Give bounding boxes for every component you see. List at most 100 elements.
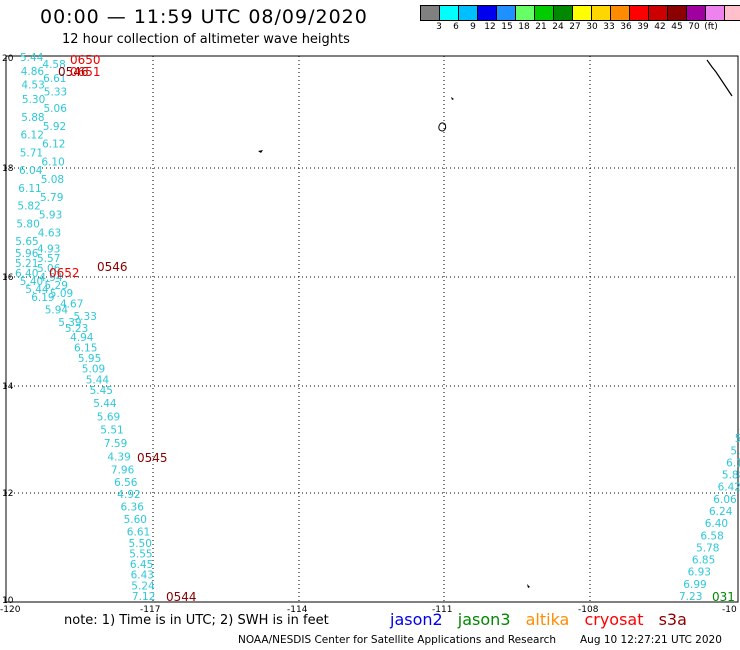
swh-value: 5.44 [86, 374, 110, 386]
swh-value: 5.24 [131, 580, 155, 592]
swh-value: 6.61 [127, 527, 150, 539]
swh-value: 5.96 [15, 248, 39, 260]
map-title: 00:00 — 11:59 UTC 08/09/2020 [40, 6, 368, 28]
swh-value: 6.61 [43, 73, 66, 85]
legend-tick-label: 18 [518, 22, 530, 32]
lon-label-10: -10 [722, 605, 737, 615]
swh-value: 6.45 [130, 559, 153, 571]
legend-tick-label: 36 [620, 22, 632, 32]
swh-east-track: 7.236.996.936.855.786.586.406.246.066.42… [679, 421, 740, 603]
grid-lines [6, 56, 738, 602]
swh-value: 4.94 [70, 332, 94, 344]
satellite-legend: jason2 jason3 altika cryosat s3a [390, 610, 697, 629]
swh-value: 5.33 [44, 87, 67, 99]
legend-tick-label: 70 [688, 22, 700, 32]
color-scale-legend: 3 6 9 12 15 18 21 24 27 30 33 36 39 42 45 70 (ft) [420, 5, 740, 33]
swh-value: 7.23 [679, 591, 702, 603]
lat-label-20: 20 [2, 54, 14, 64]
swh-value: 6.12 [42, 139, 65, 151]
footnote: note: 1) Time is in UTC; 2) SWH is in fe… [64, 613, 329, 628]
time-label-0651: 0651 [70, 65, 101, 79]
swh-value: 5.50 [129, 538, 152, 550]
satellite-s3a: s3a [658, 610, 687, 629]
swh-value: 5.65 [15, 236, 38, 248]
legend-tick-label: 30 [586, 22, 598, 32]
satellite-cryosat: cryosat [584, 610, 644, 629]
legend-tick-label: 21 [535, 22, 547, 32]
swh-value: 4.53 [21, 80, 44, 92]
swh-value: 6.06 [713, 494, 737, 506]
swh-value: 6.15 [74, 343, 97, 355]
legend-tick-label: 27 [569, 22, 581, 32]
swh-value: 5.23 [65, 323, 88, 335]
island-socorro [438, 122, 447, 132]
satellite-jason3: jason3 [457, 610, 511, 629]
lat-label-16: 16 [2, 273, 14, 283]
coastline-mainland [706, 59, 733, 97]
swh-value: 6.11 [18, 183, 41, 195]
swh-value: 5.30 [22, 94, 45, 106]
swh-value: 5.45 [90, 385, 113, 397]
swh-value: 5.39 [58, 317, 81, 329]
island-small-south [527, 584, 530, 588]
generated-timestamp: Aug 10 12:27:21 UTC 2020 [580, 634, 722, 646]
lat-label-18: 18 [2, 164, 14, 174]
lon-label-117: -117 [140, 605, 160, 615]
time-label-0546: 0546 [97, 260, 128, 274]
swh-value: 4.67 [60, 298, 83, 310]
swh-value: 4.58 [42, 59, 65, 71]
legend-tick-label: 24 [552, 22, 564, 32]
swh-value: 6.19 [31, 292, 54, 304]
time-label-0546-north: 0546 [58, 65, 89, 79]
swh-value: 5.88 [722, 470, 740, 482]
swh-value: 5.44 [20, 52, 44, 64]
swh-value: 6.58 [700, 530, 723, 542]
map-frame [5, 55, 739, 603]
legend-tick-label: 42 [654, 22, 666, 32]
swh-value: 6.04 [19, 165, 43, 177]
swh-value: 6.36 [121, 502, 145, 514]
swh-value: 6.12 [21, 130, 44, 142]
swh-value: 5 [735, 433, 740, 445]
lon-label-120: -120 [0, 605, 21, 615]
swh-value: 4.63 [38, 227, 61, 239]
swh-value: 5.60 [124, 514, 147, 526]
swh-value: 5.88 [21, 112, 44, 124]
credit-line: NOAA/NESDIS Center for Satellite Applica… [238, 634, 556, 646]
swh-value: 5.57 [37, 253, 60, 265]
lon-label-111: -111 [432, 605, 452, 615]
lat-label-14: 14 [2, 382, 14, 392]
swh-value: 5.44 [25, 284, 49, 296]
swh-value: 5.94 [45, 305, 69, 317]
swh-west-track: 5.444.584.866.614.535.335.305.065.885.92… [15, 52, 155, 603]
legend-tick-label: 33 [603, 22, 615, 32]
swh-value: 5.29 [45, 280, 68, 292]
island-small-north [451, 97, 454, 100]
swh-value: 5.51 [100, 425, 123, 437]
swh-value: 5.06 [44, 103, 68, 115]
swh-value: 7.59 [104, 438, 127, 450]
swh-value: 4.92 [117, 489, 140, 501]
satellite-altika: altika [525, 610, 570, 629]
legend-tick-label: 3 [436, 22, 442, 32]
swh-value: 5.69 [97, 411, 120, 423]
swh-value: 5.2 [730, 445, 740, 457]
island-clarion [258, 150, 263, 153]
swh-value: 5.33 [74, 311, 97, 323]
time-label-0652: 0652 [49, 266, 80, 280]
swh-value: 5.09 [50, 288, 73, 300]
legend-swatch [724, 5, 740, 21]
legend-swatches [420, 5, 740, 21]
swh-value: 6.43 [131, 570, 154, 582]
swh-value: 6.42 [718, 482, 740, 494]
legend-tick-label: 12 [484, 22, 496, 32]
swh-value: 5.92 [43, 121, 66, 133]
swh-value: 6.99 [683, 579, 706, 591]
swh-value: 5.71 [20, 148, 43, 160]
swh-value: 5.93 [39, 210, 62, 222]
time-label-0650: 0650 [70, 53, 101, 67]
legend-tick-labels: 3 6 9 12 15 18 21 24 27 30 33 36 39 42 45 70 (ft) [421, 21, 740, 33]
legend-tick-label: 39 [637, 22, 649, 32]
swh-value: 5.21 [15, 258, 38, 270]
